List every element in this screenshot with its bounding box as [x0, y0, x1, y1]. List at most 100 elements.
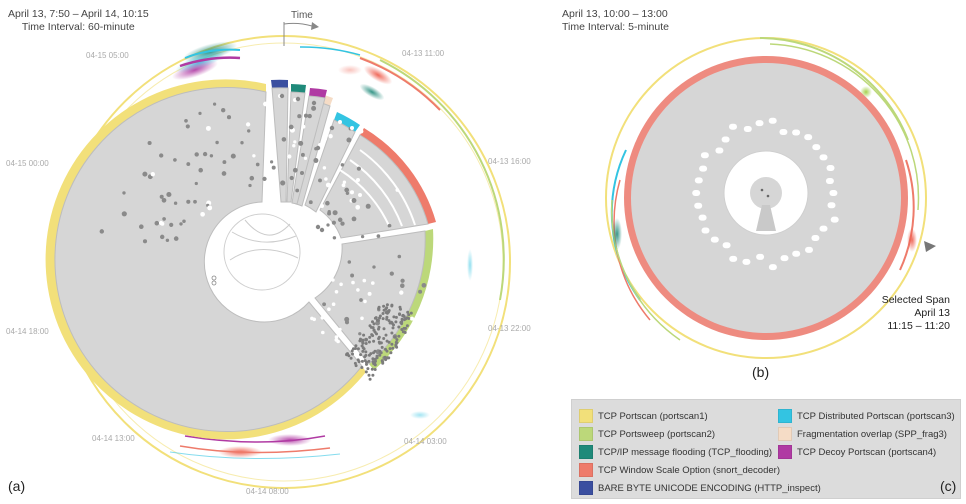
data-point [279, 93, 285, 99]
data-point [308, 200, 313, 205]
data-point [393, 335, 397, 339]
data-point [295, 96, 301, 102]
time-label: Time [291, 10, 313, 21]
data-point [202, 151, 208, 157]
data-point [300, 152, 305, 157]
time-arrow-icon [283, 22, 313, 27]
data-point [418, 289, 423, 294]
panel-a-diagram: Time 04-13 11: [6, 10, 531, 496]
sector-tcp-flooding [286, 91, 306, 203]
data-point [313, 158, 319, 163]
data-point [397, 334, 401, 338]
data-point [830, 216, 839, 223]
legend-swatch [579, 427, 593, 441]
data-point [360, 316, 364, 321]
data-point [321, 330, 325, 335]
data-point [255, 162, 260, 167]
data-point [292, 167, 298, 173]
data-point [169, 222, 174, 227]
data-point [311, 105, 317, 111]
data-point [262, 176, 267, 182]
legend-swatch [778, 427, 792, 441]
legend-item: TCP Portscan (portscan1) [579, 409, 708, 423]
data-point [318, 178, 322, 183]
data-point [768, 117, 777, 124]
data-point [328, 134, 333, 139]
data-point [364, 338, 368, 341]
data-point [288, 124, 294, 130]
hub-node [211, 280, 217, 286]
panel-b-center-dot [760, 188, 764, 192]
data-point [367, 340, 371, 344]
event-arc-red [179, 445, 331, 454]
data-point [212, 102, 217, 106]
data-point [755, 120, 764, 127]
data-point [280, 180, 286, 186]
data-point [742, 258, 751, 265]
data-point [346, 137, 352, 143]
event-blob [612, 218, 622, 250]
data-point [379, 351, 383, 355]
data-point [385, 349, 389, 353]
data-point [368, 335, 372, 339]
data-point [410, 316, 414, 321]
hub-chord [244, 219, 291, 236]
event-blob [363, 65, 393, 85]
data-point [138, 224, 144, 230]
data-point [359, 298, 363, 302]
data-point [252, 154, 256, 158]
data-point [403, 331, 407, 334]
data-point [382, 337, 386, 340]
data-point [376, 234, 381, 238]
data-point [179, 222, 183, 226]
data-point [699, 165, 708, 172]
data-point [825, 178, 834, 184]
data-point [367, 291, 372, 296]
data-point [700, 152, 709, 159]
selected-span-marker-icon [924, 241, 936, 252]
data-point [351, 198, 357, 203]
data-point [356, 347, 360, 351]
data-point [698, 214, 707, 221]
data-point [150, 172, 155, 177]
data-point [692, 190, 701, 196]
outer-ring-cyan-arc [299, 46, 361, 56]
data-point [756, 253, 765, 260]
data-point [344, 316, 350, 322]
data-point [341, 183, 346, 188]
data-point [811, 235, 820, 241]
event-arc-purple [184, 435, 326, 443]
data-point [372, 339, 376, 343]
panel-b-ring-green-2 [769, 43, 920, 211]
hub-chord [229, 249, 299, 261]
data-point [368, 377, 372, 381]
data-point [352, 347, 355, 351]
data-point [265, 162, 270, 167]
hub-node [211, 275, 217, 281]
data-point [269, 160, 274, 164]
data-point [332, 210, 338, 216]
data-point [360, 359, 364, 363]
data-point [356, 358, 360, 362]
data-point [295, 188, 300, 193]
legend-swatch [778, 445, 792, 459]
data-point [322, 302, 327, 307]
data-point [182, 219, 186, 224]
data-point [390, 303, 394, 307]
data-point [319, 227, 325, 233]
data-point [363, 359, 367, 363]
data-point [371, 281, 375, 285]
sector-http-inspect-band [271, 79, 288, 88]
data-point [694, 177, 703, 184]
data-point [320, 204, 324, 208]
inner-arc [349, 159, 403, 227]
data-point [694, 202, 703, 209]
data-point [147, 140, 152, 146]
data-point [372, 322, 376, 326]
tick-label: 04-15 00:00 [6, 159, 49, 168]
data-point [240, 141, 244, 145]
legend: TCP Portscan (portscan1) TCP Portsweep (… [571, 399, 961, 499]
data-point [332, 326, 337, 330]
panel-b-interval: Time Interval: 5-minute [562, 21, 669, 33]
panel-a-interval: Time Interval: 60-minute [21, 21, 135, 33]
